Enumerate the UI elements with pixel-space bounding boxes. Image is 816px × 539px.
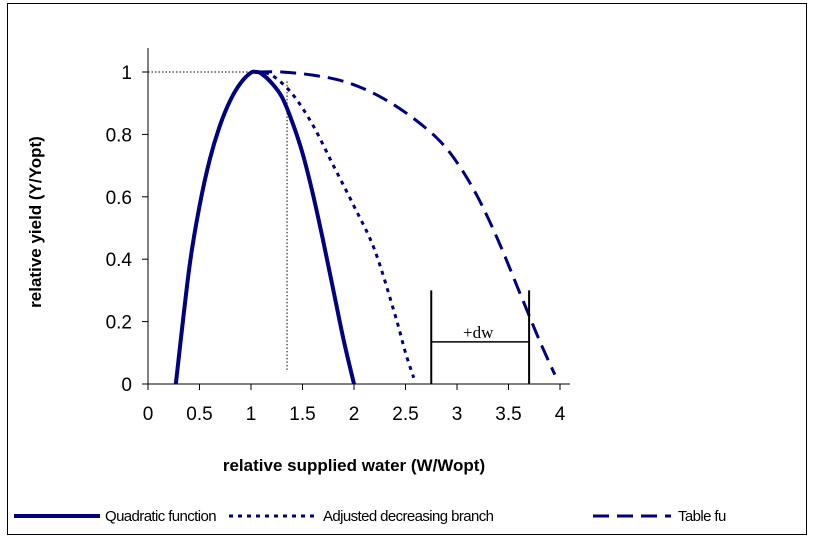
legend: Quadratic function Adjusted decreasing br…	[14, 508, 727, 525]
y-axis-label: relative yield (Y/Yopt)	[26, 136, 45, 308]
annotation-layer: +dw	[430, 290, 531, 384]
dw-label: +dw	[463, 323, 494, 342]
x-tick-label: 3.5	[495, 404, 521, 425]
x-tick-label: 0.5	[186, 404, 212, 425]
x-axis-label: relative supplied water (W/Wopt)	[223, 456, 485, 475]
series-line-3	[256, 70, 557, 376]
chart-frame: 0 0.5 1 1.5 2 2.5 3 3.5 4 0 0.2 0.4 0.6 0.8 1 +dw rela…	[7, 3, 807, 535]
series-line-2	[255, 70, 416, 379]
y-tick-label: 0.4	[106, 250, 133, 271]
chart-svg: 0 0.5 1 1.5 2 2.5 3 3.5 4 0 0.2 0.4 0.6 0.8 1 +dw rela…	[14, 48, 727, 525]
x-tick-label: 2	[349, 404, 360, 425]
series-layer	[173, 69, 557, 385]
legend-label-3: Table fu	[678, 508, 726, 525]
y-tick-label: 0.2	[106, 313, 132, 334]
reference-lines	[148, 71, 288, 372]
y-tick-label: 0.8	[106, 125, 132, 146]
x-tick-label: 3	[452, 404, 463, 425]
y-tick-label: 1	[121, 63, 132, 84]
y-tick-label: 0.6	[106, 188, 132, 209]
x-tick-label: 2.5	[392, 404, 418, 425]
x-tick-label: 1.5	[289, 404, 315, 425]
x-tick-label: 4	[555, 404, 566, 425]
series-line-1	[173, 69, 356, 385]
y-tick-label: 0	[121, 375, 132, 396]
axes: 0 0.5 1 1.5 2 2.5 3 3.5 4 0 0.2 0.4 0.6 0.8 1	[106, 48, 570, 425]
x-tick-label: 0	[143, 404, 154, 425]
x-tick-label: 1	[246, 404, 257, 425]
legend-label-1: Quadratic function	[105, 508, 216, 525]
legend-label-2: Adjusted decreasing branch	[323, 508, 494, 525]
